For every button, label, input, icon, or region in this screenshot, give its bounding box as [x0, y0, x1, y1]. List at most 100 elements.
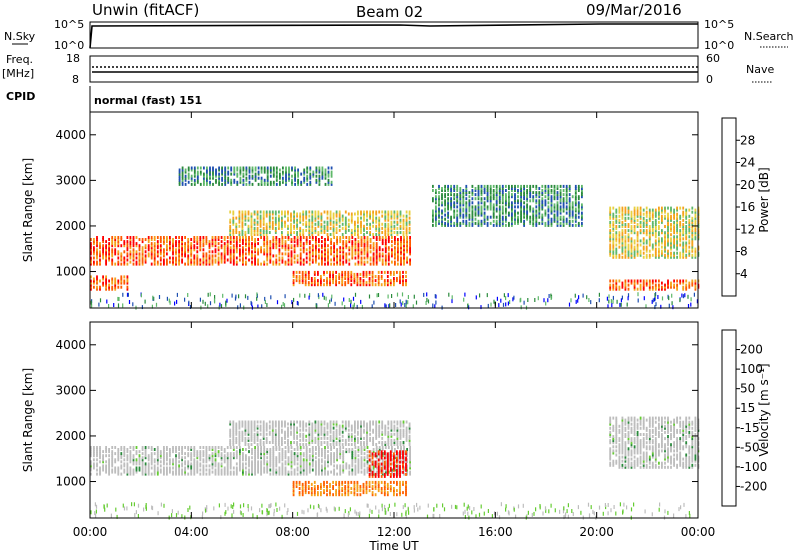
velocity-cell: [120, 466, 123, 470]
power-cell: [93, 277, 95, 281]
power-cell: [184, 176, 187, 180]
velocity-cell: [226, 464, 229, 468]
power-cell: [244, 222, 247, 226]
power-cell: [299, 216, 302, 220]
power-cell: [111, 260, 114, 264]
velocity-cell: [257, 468, 259, 472]
velocity-cell: [251, 468, 253, 472]
velocity-cell: [193, 466, 196, 470]
power-cell: [293, 260, 296, 264]
power-cell: [232, 238, 235, 241]
power-cell: [172, 250, 174, 254]
power-cell: [242, 262, 244, 266]
velocity-cell: [163, 454, 165, 458]
power-cell: [492, 219, 495, 223]
power-cell: [612, 237, 615, 241]
power-cell: [345, 252, 348, 256]
velocity-cell: [181, 472, 183, 476]
power-cell: [664, 206, 666, 210]
power-cell: [318, 254, 320, 258]
power-cell: [330, 250, 332, 254]
velocity-cell: [333, 452, 335, 456]
power-cell: [129, 238, 132, 241]
power-cell: [196, 240, 199, 244]
power-cell: [236, 180, 239, 184]
power-cell: [654, 253, 657, 257]
power-scatter: [296, 301, 298, 305]
power-cell: [667, 243, 669, 247]
power-cell: [178, 182, 181, 186]
power-cell: [224, 170, 227, 174]
power-cell: [220, 236, 223, 239]
power-cell: [260, 178, 263, 182]
power-cell: [402, 277, 404, 280]
power-cell: [321, 172, 324, 176]
power-scatter: [620, 298, 622, 303]
power-cell: [517, 199, 519, 203]
power-cell: [120, 238, 123, 241]
power-cell: [315, 260, 317, 264]
power-cell: [405, 218, 408, 222]
power-cell: [278, 226, 280, 230]
power-cell: [363, 216, 365, 220]
power-cell: [126, 240, 129, 244]
power-cell: [281, 226, 283, 230]
power-cell: [627, 249, 630, 253]
power-scatter: [373, 300, 375, 305]
power-cell: [396, 226, 399, 230]
power-cell: [369, 238, 372, 241]
velocity-cell: [251, 470, 253, 474]
velocity-cell: [229, 470, 232, 474]
power-cell: [360, 220, 362, 224]
power-cell: [303, 178, 306, 182]
power-cell: [396, 210, 399, 214]
power-cell: [153, 250, 156, 254]
power-cell: [304, 277, 307, 280]
power-cell: [432, 219, 434, 223]
power-cell: [682, 210, 685, 214]
power-cell: [296, 258, 299, 262]
power-cell: [624, 237, 627, 241]
velocity-cell: [260, 462, 262, 466]
power-cell: [232, 246, 235, 250]
velocity-cell: [254, 448, 256, 451]
power-cell: [441, 209, 443, 213]
power-cell: [676, 227, 678, 231]
power-cell: [405, 210, 408, 214]
power-cell: [691, 210, 694, 214]
velocity-cell: [153, 472, 156, 476]
power-cell: [396, 220, 399, 224]
power-cell: [321, 240, 323, 244]
power-scatter: [225, 301, 227, 306]
velocity-cell: [339, 454, 342, 458]
velocity-cell: [193, 458, 196, 462]
power-cell: [529, 195, 532, 199]
power-cell: [581, 189, 583, 192]
power-cell: [235, 216, 238, 220]
velocity-cell: [135, 470, 138, 474]
power-cell: [218, 178, 220, 182]
power-cell: [526, 184, 528, 188]
velocity-cell: [257, 456, 259, 460]
velocity-cell: [202, 458, 205, 462]
power-cell: [501, 215, 504, 219]
power-cell: [514, 184, 516, 188]
velocity-cell: [156, 458, 159, 462]
power-cell: [251, 174, 254, 178]
power-cell: [205, 240, 208, 244]
power-cell: [226, 252, 229, 256]
power-cell: [505, 193, 507, 197]
power-cell: [544, 209, 547, 213]
power-cell: [344, 216, 347, 220]
velocity-cell: [111, 452, 114, 456]
power-cell: [402, 214, 405, 218]
power-cell: [562, 219, 565, 223]
power-cell: [402, 224, 405, 228]
power-cell: [574, 207, 577, 211]
power-cell: [456, 221, 459, 225]
velocity-cell: [141, 456, 144, 460]
power-cell: [318, 256, 320, 260]
velocity-cell: [321, 458, 323, 462]
velocity-cell: [293, 452, 296, 456]
